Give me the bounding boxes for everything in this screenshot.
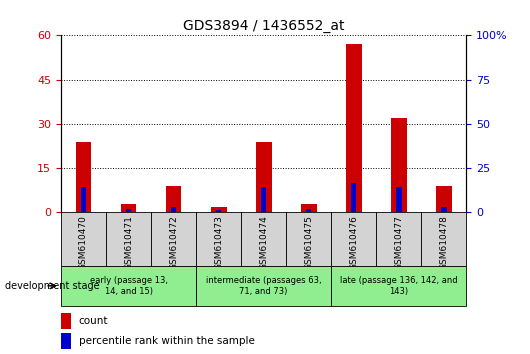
Bar [286,212,331,266]
Bar [61,333,70,349]
Bar [81,187,86,212]
Bar [61,313,70,329]
Text: percentile rank within the sample: percentile rank within the sample [79,336,254,346]
Bar [166,186,181,212]
Bar [346,44,361,212]
Text: GSM610470: GSM610470 [79,215,88,270]
Bar [306,209,312,212]
Bar [396,187,402,212]
Bar [61,212,106,266]
Title: GDS3894 / 1436552_at: GDS3894 / 1436552_at [183,19,344,33]
Text: GSM610477: GSM610477 [394,215,403,270]
Bar [261,187,267,212]
Bar [376,212,421,266]
Bar [351,183,357,212]
Text: GSM610475: GSM610475 [304,215,313,270]
Text: intermediate (passages 63,
71, and 73): intermediate (passages 63, 71, and 73) [206,276,322,296]
Bar [331,212,376,266]
Bar [171,207,176,212]
Bar [391,118,407,212]
Text: early (passage 13,
14, and 15): early (passage 13, 14, and 15) [90,276,167,296]
Text: development stage: development stage [5,281,100,291]
Bar [256,142,271,212]
Bar [196,266,331,306]
Bar [421,212,466,266]
Bar [331,266,466,306]
Text: late (passage 136, 142, and
143): late (passage 136, 142, and 143) [340,276,457,296]
Bar [436,186,452,212]
Bar [241,212,286,266]
Text: GSM610474: GSM610474 [259,215,268,270]
Text: count: count [79,316,108,326]
Bar [151,212,196,266]
Bar [196,212,241,266]
Bar [211,206,226,212]
Text: GSM610478: GSM610478 [439,215,448,270]
Bar [126,209,131,212]
Bar [216,210,222,212]
Text: GSM610471: GSM610471 [124,215,133,270]
Text: GSM610476: GSM610476 [349,215,358,270]
Bar [301,204,316,212]
Bar [61,266,196,306]
Text: GSM610472: GSM610472 [169,215,178,270]
Bar [121,204,136,212]
Bar [441,207,447,212]
Text: GSM610473: GSM610473 [214,215,223,270]
Bar [106,212,151,266]
Bar [76,142,91,212]
